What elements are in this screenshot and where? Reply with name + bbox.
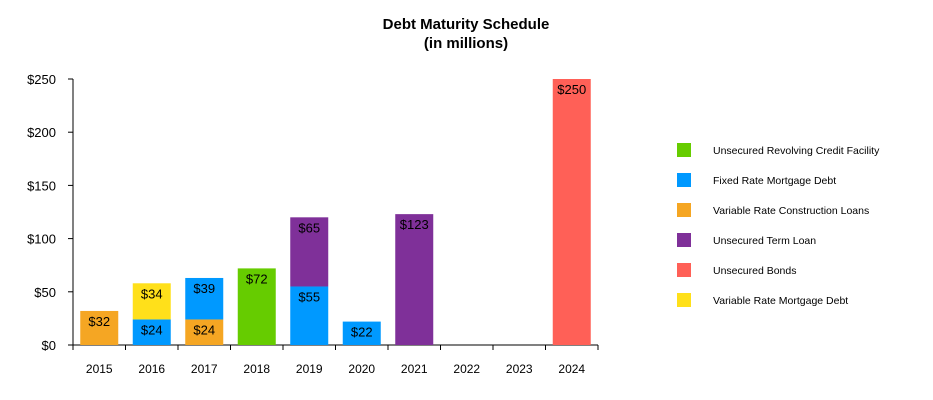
y-tick-label: $50 xyxy=(34,285,56,300)
legend-label: Unsecured Term Loan xyxy=(713,235,816,247)
y-tick-label: $200 xyxy=(27,125,56,140)
bar-segment xyxy=(185,277,224,320)
x-tick-label: 2018 xyxy=(243,362,270,376)
bar-segment xyxy=(185,319,224,345)
bar-segment xyxy=(80,310,119,345)
data-label: $72 xyxy=(246,271,268,286)
data-label: $22 xyxy=(351,325,373,340)
data-label: $65 xyxy=(298,220,320,235)
bar-segment xyxy=(290,217,329,287)
legend-swatch xyxy=(677,233,691,247)
legend-swatch xyxy=(677,143,691,157)
x-tick-label: 2017 xyxy=(191,362,218,376)
data-label: $24 xyxy=(141,322,163,337)
bar-segment xyxy=(552,79,591,345)
x-tick-label: 2019 xyxy=(296,362,323,376)
y-tick-label: $100 xyxy=(27,232,56,247)
data-label: $123 xyxy=(400,217,429,232)
x-tick-label: 2020 xyxy=(348,362,375,376)
x-tick-label: 2021 xyxy=(401,362,428,376)
legend-swatch xyxy=(677,173,691,187)
y-tick-label: $150 xyxy=(27,178,56,193)
legend-label: Variable Rate Construction Loans xyxy=(713,205,869,217)
chart-title: Debt Maturity Schedule xyxy=(382,16,550,33)
data-label: $34 xyxy=(141,286,163,301)
y-tick-label: $0 xyxy=(42,338,56,353)
legend-label: Unsecured Revolving Credit Facility xyxy=(713,145,880,157)
legend-label: Unsecured Bonds xyxy=(713,265,796,277)
bar-segment xyxy=(290,286,329,345)
data-label: $39 xyxy=(193,281,215,296)
x-tick-label: 2024 xyxy=(558,362,585,376)
x-tick-label: 2022 xyxy=(453,362,480,376)
data-label: $250 xyxy=(557,82,586,97)
chart-subtitle: (in millions) xyxy=(423,35,509,52)
x-tick-label: 2015 xyxy=(86,362,113,376)
data-label: $55 xyxy=(298,289,320,304)
legend-swatch xyxy=(677,293,691,307)
x-tick-label: 2023 xyxy=(506,362,533,376)
bar-segment xyxy=(132,283,171,320)
legend-swatch xyxy=(677,203,691,217)
x-tick-label: 2016 xyxy=(138,362,165,376)
data-label: $32 xyxy=(88,314,110,329)
bar-segment xyxy=(237,268,276,345)
bar-segment xyxy=(395,214,434,345)
legend-label: Variable Rate Mortgage Debt xyxy=(713,295,848,307)
legend-label: Fixed Rate Mortgage Debt xyxy=(713,175,836,187)
y-tick-label: $250 xyxy=(27,72,56,87)
data-label: $24 xyxy=(193,322,215,337)
bar-segment xyxy=(342,321,381,345)
legend-swatch xyxy=(677,263,691,277)
bar-segment xyxy=(132,319,171,345)
